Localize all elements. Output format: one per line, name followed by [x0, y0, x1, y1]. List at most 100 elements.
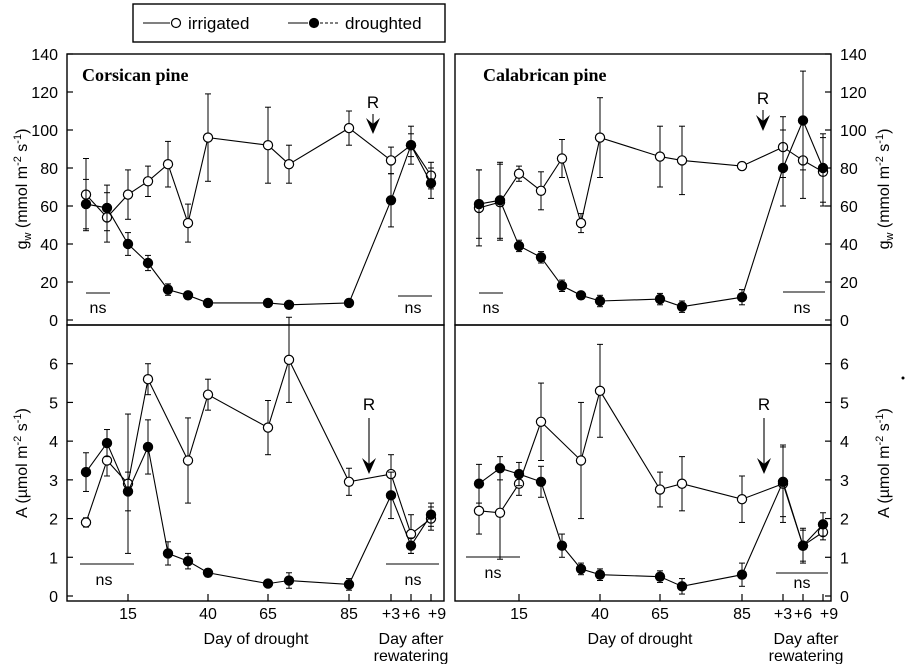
data-point-droughted	[425, 177, 437, 189]
y-tick-label-gw-left: 80	[40, 161, 58, 178]
data-point-droughted	[425, 509, 437, 520]
data-point-droughted	[162, 284, 174, 295]
data-point-irrigated	[385, 155, 397, 166]
x-tick-label-right: 40	[591, 606, 609, 623]
rewater-marker-label: R	[367, 93, 379, 112]
data-point-irrigated	[676, 155, 688, 166]
data-point-droughted	[202, 297, 214, 309]
y-tick-label-gw-left: 40	[40, 237, 58, 254]
panel-frame-corsican-gw	[66, 53, 445, 326]
ns-label: ns	[794, 300, 811, 317]
y-tick-label-a-left: 6	[49, 357, 58, 374]
stray-dot	[901, 376, 905, 380]
data-point-droughted	[142, 257, 154, 269]
series-line-droughted	[85, 143, 432, 306]
data-point-droughted	[101, 437, 113, 449]
y-tick-label-a-left: 3	[49, 473, 58, 490]
y-tick-label-gw-right: 140	[840, 47, 867, 64]
data-point-irrigated	[494, 507, 506, 518]
panel-frame-corsican-a	[66, 324, 445, 602]
ns-label: ns	[96, 572, 113, 589]
data-point-droughted	[654, 293, 666, 305]
y-tick-label-a-right: 0	[840, 589, 849, 606]
ns-label: ns	[794, 575, 811, 592]
data-point-droughted	[494, 463, 506, 474]
data-point-droughted	[80, 198, 92, 210]
data-point-droughted	[343, 297, 355, 309]
series-line-irrigated	[85, 358, 432, 535]
data-point-irrigated	[162, 158, 174, 170]
data-point-droughted	[262, 297, 274, 309]
data-point-irrigated	[343, 122, 355, 134]
rewater-arrow-head	[362, 458, 376, 474]
x-axis-label2-right-line2: rewatering	[769, 648, 844, 664]
y-tick-label-gw-right: 60	[840, 199, 858, 216]
ns-label: ns	[90, 300, 107, 317]
panel-frame-calabrican-a	[454, 324, 832, 602]
data-point-droughted	[676, 581, 688, 592]
data-point-irrigated	[283, 158, 295, 170]
data-point-droughted	[556, 540, 568, 551]
y-tick-label-a-right: 3	[840, 473, 849, 490]
series-line-droughted	[478, 467, 824, 587]
data-point-irrigated	[575, 217, 587, 229]
data-point-droughted	[262, 578, 274, 589]
panel-title-corsican: Corsican pine	[82, 65, 189, 85]
data-point-irrigated	[594, 385, 606, 397]
y-tick-label-a-left: 2	[49, 512, 58, 529]
data-point-droughted	[575, 290, 587, 301]
data-point-droughted	[676, 301, 688, 312]
x-tick-label-right: 15	[510, 606, 528, 623]
rewater-marker-label: R	[757, 89, 769, 108]
data-point-irrigated	[262, 422, 274, 433]
ns-label: ns	[485, 565, 502, 582]
data-point-droughted	[142, 441, 154, 453]
data-point-irrigated	[535, 416, 547, 427]
y-axis-label-a-right: A (µmol m-2 s-1)	[874, 408, 893, 518]
data-point-droughted	[80, 466, 92, 478]
data-point-droughted	[122, 238, 134, 250]
data-point-droughted	[473, 198, 485, 210]
panel-frame-calabrican-gw	[454, 53, 832, 326]
legend-marker-droughted	[308, 17, 320, 29]
data-point-droughted	[494, 195, 506, 206]
data-point-droughted	[283, 575, 295, 586]
y-tick-label-a-left: 5	[49, 395, 58, 412]
x-tick-label-right: +9	[820, 606, 838, 623]
data-point-irrigated	[736, 160, 748, 172]
y-tick-label-a-left: 0	[49, 589, 58, 606]
data-point-irrigated	[513, 168, 525, 179]
series-line-irrigated	[85, 127, 432, 226]
x-tick-label-right: +6	[794, 606, 812, 623]
ns-label: ns	[405, 300, 422, 317]
data-point-droughted	[535, 476, 547, 487]
x-tick-label-right: 85	[733, 606, 751, 623]
y-tick-label-gw-right: 20	[840, 275, 858, 292]
data-point-irrigated	[736, 494, 748, 505]
y-tick-label-a-left: 4	[49, 434, 58, 451]
rewater-arrow-head	[366, 118, 380, 134]
data-point-droughted	[283, 299, 295, 310]
x-axis-label-right: Day of drought	[588, 631, 694, 648]
data-point-droughted	[513, 468, 525, 480]
data-point-irrigated	[594, 132, 606, 143]
data-point-irrigated	[80, 517, 92, 528]
data-point-droughted	[777, 162, 789, 174]
data-point-droughted	[556, 280, 568, 291]
series-line-droughted	[85, 441, 432, 585]
data-point-droughted	[162, 548, 174, 559]
data-point-irrigated	[575, 455, 587, 466]
y-tick-label-gw-right: 120	[840, 85, 867, 102]
rewater-arrow-head	[757, 458, 771, 474]
y-tick-label-a-right: 2	[840, 512, 849, 529]
data-point-droughted	[575, 563, 587, 575]
y-tick-label-a-right: 4	[840, 434, 849, 451]
data-point-irrigated	[283, 354, 295, 366]
data-point-irrigated	[473, 505, 485, 517]
y-axis-label-a-left: A (µmol m-2 s-1)	[12, 408, 31, 518]
x-axis-label2-left-line1: Day after	[379, 631, 445, 648]
data-point-irrigated	[676, 478, 688, 489]
data-point-droughted	[405, 139, 417, 151]
series-line-irrigated	[478, 136, 824, 224]
